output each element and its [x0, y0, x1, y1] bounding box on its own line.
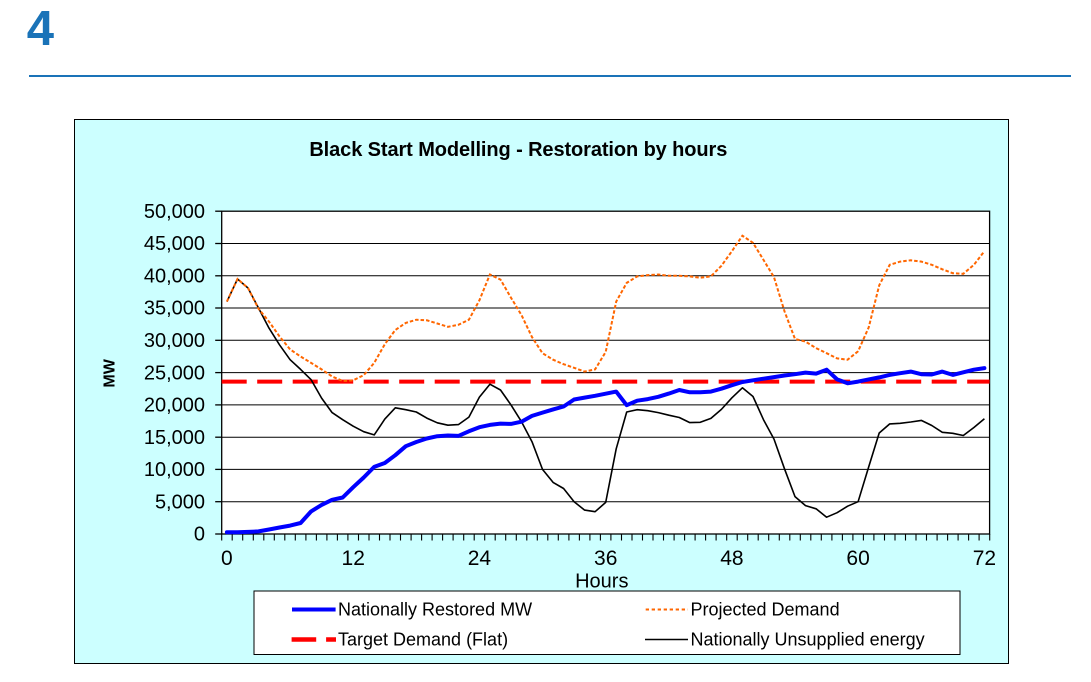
svg-text:0: 0 — [221, 547, 233, 570]
svg-text:Nationally Restored MW: Nationally Restored MW — [338, 600, 532, 620]
svg-text:24: 24 — [468, 547, 492, 570]
svg-text:Black Start Modelling - Restor: Black Start Modelling - Restoration by h… — [309, 139, 727, 161]
svg-text:20,000: 20,000 — [144, 395, 205, 417]
svg-text:MW: MW — [102, 358, 119, 387]
svg-text:36: 36 — [594, 547, 617, 570]
svg-text:10,000: 10,000 — [144, 459, 205, 481]
svg-text:12: 12 — [342, 547, 365, 570]
svg-text:0: 0 — [194, 524, 205, 546]
svg-text:Projected Demand: Projected Demand — [691, 600, 840, 620]
svg-text:72: 72 — [973, 547, 996, 570]
svg-text:50,000: 50,000 — [144, 201, 205, 223]
svg-text:Nationally Unsupplied energy: Nationally Unsupplied energy — [691, 630, 925, 650]
svg-text:30,000: 30,000 — [144, 330, 205, 352]
svg-text:45,000: 45,000 — [144, 233, 205, 255]
svg-text:Hours: Hours — [575, 571, 628, 593]
svg-text:60: 60 — [846, 547, 869, 570]
svg-text:40,000: 40,000 — [144, 266, 205, 288]
svg-text:35,000: 35,000 — [144, 298, 205, 320]
svg-text:Target Demand (Flat): Target Demand (Flat) — [338, 630, 508, 650]
svg-text:15,000: 15,000 — [144, 427, 205, 449]
svg-text:25,000: 25,000 — [144, 362, 205, 384]
svg-text:5,000: 5,000 — [155, 491, 205, 513]
svg-text:48: 48 — [720, 547, 743, 570]
